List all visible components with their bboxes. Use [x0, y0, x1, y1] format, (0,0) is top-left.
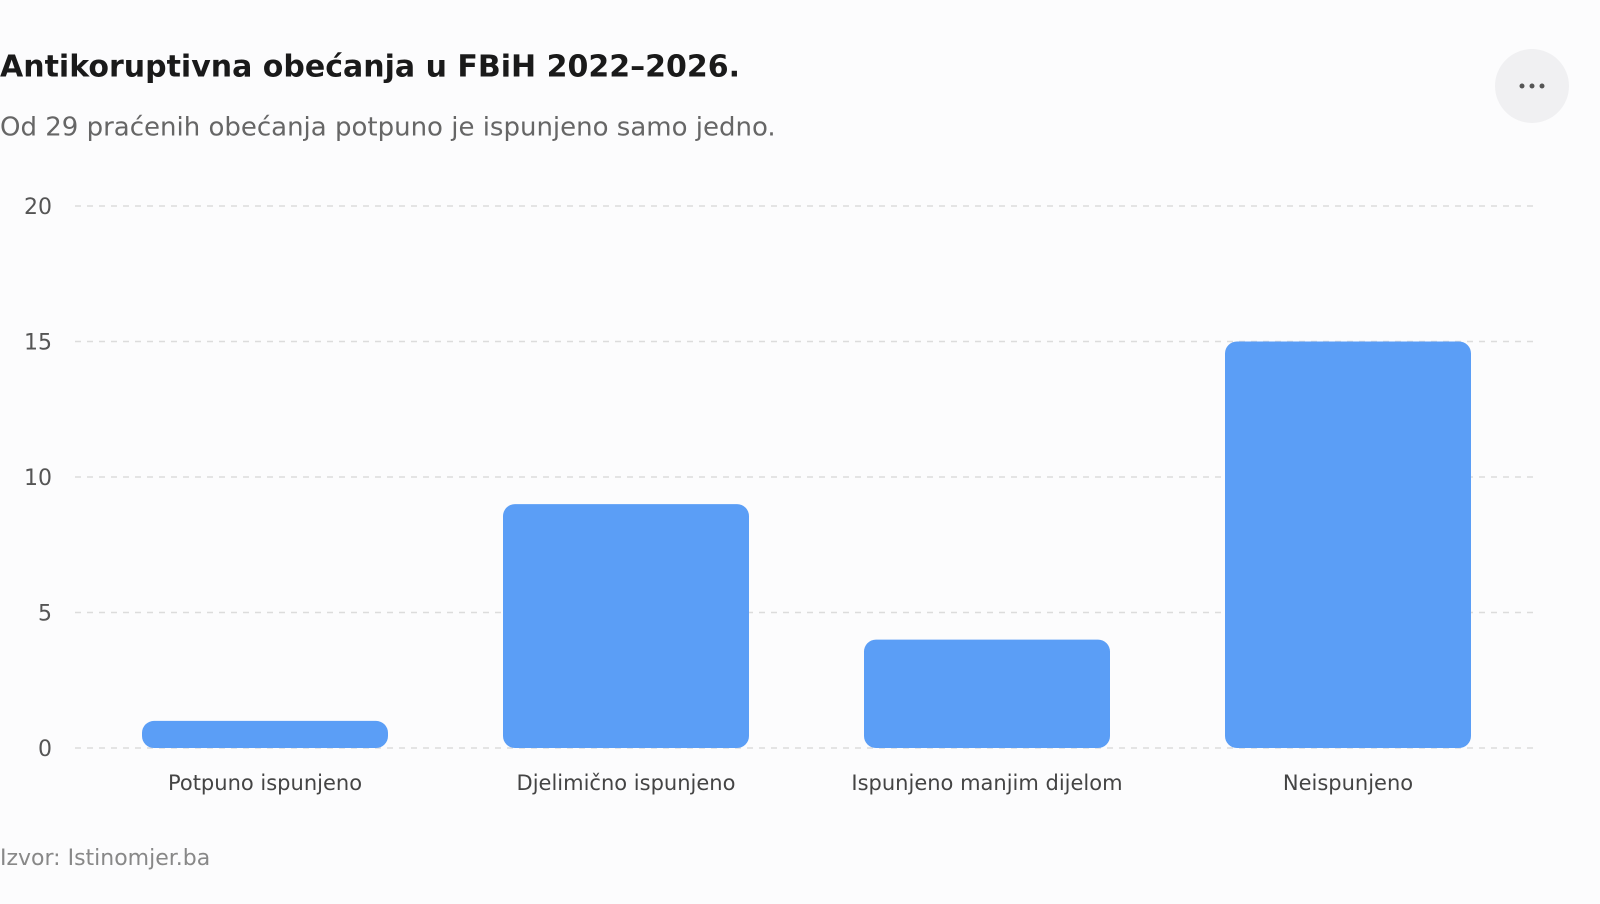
x-tick-label: Djelimično ispunjeno — [517, 771, 736, 795]
source-note: Izvor: Istinomjer.ba — [0, 846, 210, 871]
y-tick-label: 0 — [38, 737, 52, 762]
bar — [1225, 341, 1471, 748]
x-tick-label: Ispunjeno manjim dijelom — [851, 771, 1122, 795]
bar — [503, 504, 749, 748]
chart-title: Antikoruptivna obećanja u FBiH 2022–2026… — [0, 50, 740, 85]
x-tick-label: Neispunjeno — [1283, 771, 1413, 795]
x-tick-label: Potpuno ispunjeno — [168, 771, 362, 795]
chart-subtitle: Od 29 praćenih obećanja potpuno je ispun… — [0, 113, 776, 143]
y-tick-label: 5 — [38, 602, 52, 627]
menu-dot — [1519, 83, 1525, 89]
bar — [864, 639, 1110, 748]
menu-dot — [1539, 83, 1545, 89]
bar — [142, 720, 388, 748]
y-tick-label: 10 — [24, 466, 52, 491]
menu-button[interactable] — [1495, 49, 1569, 123]
menu-dot — [1529, 83, 1535, 89]
y-tick-label: 15 — [24, 331, 52, 356]
y-tick-label: 20 — [24, 195, 52, 220]
